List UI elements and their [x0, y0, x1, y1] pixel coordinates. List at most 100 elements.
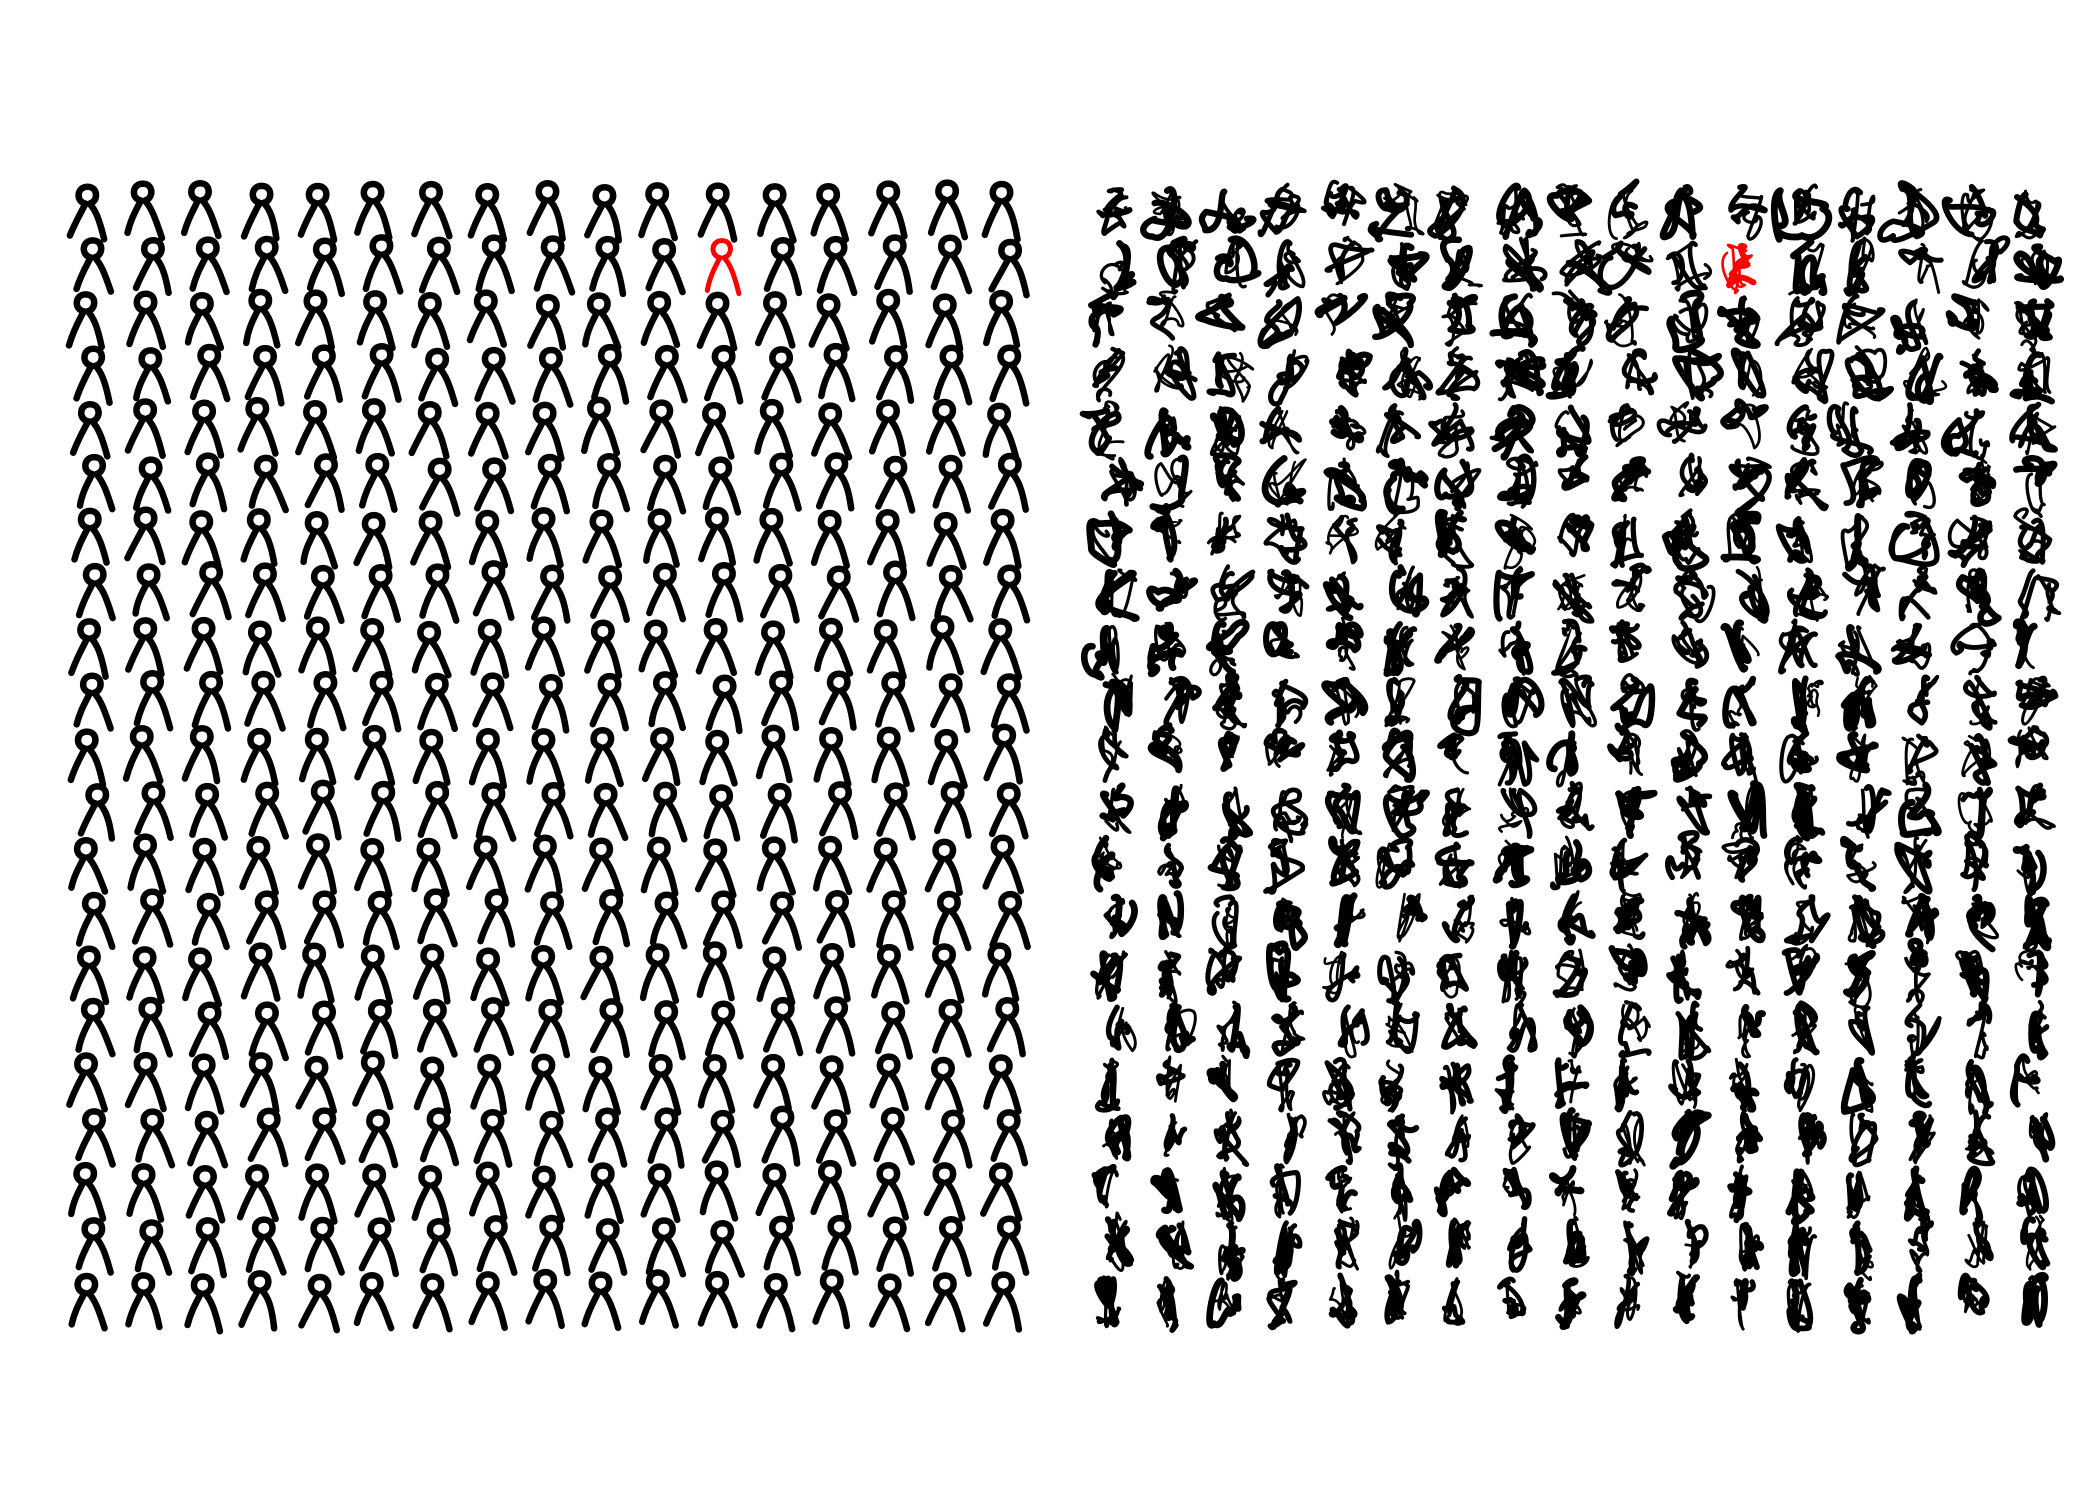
- figure: [358, 452, 398, 513]
- figure: [68, 618, 109, 680]
- figure: [1206, 1060, 1239, 1103]
- figure-stroke: [1111, 1006, 1137, 1053]
- figure: [1677, 619, 1710, 669]
- figure-stroke: [1853, 1005, 1870, 1047]
- figure: [1328, 1272, 1358, 1329]
- figure: [1509, 620, 1534, 675]
- figure-stroke: [1096, 187, 1129, 220]
- figure-stroke: [1778, 618, 1810, 654]
- figure: [1263, 239, 1295, 298]
- figure: [1195, 293, 1246, 331]
- figure-stroke: [2016, 619, 2035, 670]
- figure-stroke: [1441, 787, 1472, 828]
- figure: [533, 1110, 574, 1169]
- figure-stroke: [1264, 182, 1307, 230]
- figure-stroke: [1443, 1277, 1464, 1323]
- figure: [354, 724, 396, 787]
- scribbled-figures-panel: [1079, 178, 2064, 1335]
- figure: [698, 506, 737, 567]
- figure: [1666, 240, 1708, 291]
- figure: [582, 292, 622, 351]
- figure: [640, 1054, 682, 1116]
- figure: [705, 561, 744, 623]
- figure-stroke: [1383, 182, 1425, 236]
- figure: [991, 564, 1031, 624]
- figure-stroke: [1843, 302, 1876, 339]
- figure: [1208, 836, 1243, 892]
- figure-stroke: [1786, 1279, 1812, 1333]
- figure-stroke: [2017, 1172, 2042, 1222]
- figure: [476, 1215, 518, 1276]
- figure-stroke: [1557, 512, 1591, 558]
- figure: [589, 998, 630, 1059]
- figure: [1963, 674, 1998, 731]
- figure: [640, 290, 681, 349]
- figure-stroke: [1916, 242, 1941, 294]
- figure: [248, 235, 289, 294]
- figure: [1957, 1272, 1990, 1316]
- figure-stroke: [1448, 461, 1482, 510]
- figure: [1266, 1277, 1298, 1331]
- figure-stroke: [1619, 460, 1649, 493]
- figure-stroke: [1947, 516, 1993, 560]
- figure-stroke: [1840, 514, 1870, 570]
- figure-stroke: [1901, 736, 1926, 786]
- figure: [411, 620, 452, 679]
- figure-stroke: [2023, 783, 2056, 830]
- figure: [307, 671, 347, 732]
- figure-stroke: [1170, 239, 1199, 295]
- figure: [1321, 676, 1369, 726]
- figure-stroke: [1908, 1114, 1936, 1165]
- figure-stroke: [1444, 1007, 1467, 1043]
- figure-stroke: [1613, 1065, 1638, 1113]
- figure: [1212, 1169, 1246, 1223]
- figure-stroke: [1277, 241, 1306, 289]
- figure-stroke: [1791, 1168, 1816, 1202]
- figure: [1787, 1223, 1811, 1278]
- figure-stroke: [1325, 514, 1359, 555]
- figure-stroke: [1737, 1009, 1757, 1059]
- figure-stroke: [1275, 1060, 1295, 1113]
- figure: [1332, 514, 1358, 565]
- figure: [126, 1163, 165, 1223]
- figure: [475, 782, 517, 842]
- figure-stroke: [1964, 1067, 1983, 1115]
- figure: [411, 1165, 450, 1224]
- figure-stroke: [1679, 568, 1716, 624]
- figure: [71, 507, 110, 566]
- figure: [983, 723, 1023, 785]
- figure-stroke: [1610, 241, 1654, 263]
- figure-stroke: [2017, 351, 2052, 394]
- figure: [1507, 1113, 1536, 1150]
- figure: [126, 946, 165, 1005]
- figure: [240, 942, 281, 1002]
- figure: [930, 234, 973, 295]
- figure: [1730, 347, 1767, 399]
- figure-stroke: [1499, 896, 1532, 936]
- figure-stroke: [1970, 453, 1992, 503]
- figure: [189, 343, 231, 403]
- figure: [1894, 841, 1933, 895]
- figure: [1905, 1053, 1933, 1109]
- highlighted-figure-stroke: [1721, 243, 1753, 295]
- figure: [1163, 842, 1184, 889]
- figure: [297, 182, 338, 244]
- figure-stroke: [1331, 677, 1360, 726]
- figure: [73, 345, 113, 406]
- figure-stroke: [1269, 1274, 1293, 1324]
- figure-stroke: [1494, 1057, 1515, 1111]
- figure: [876, 782, 916, 841]
- figure-stroke: [1273, 789, 1303, 844]
- figure-stroke: [1219, 189, 1246, 234]
- figure-stroke: [1328, 1280, 1349, 1328]
- figure: [866, 837, 908, 896]
- figure: [132, 236, 172, 297]
- figure: [923, 1162, 966, 1222]
- figure: [933, 780, 972, 839]
- figure: [133, 670, 174, 732]
- figure-stroke: [1503, 513, 1537, 570]
- figure: [811, 402, 853, 461]
- figure: [412, 1273, 453, 1333]
- figure: [589, 672, 629, 732]
